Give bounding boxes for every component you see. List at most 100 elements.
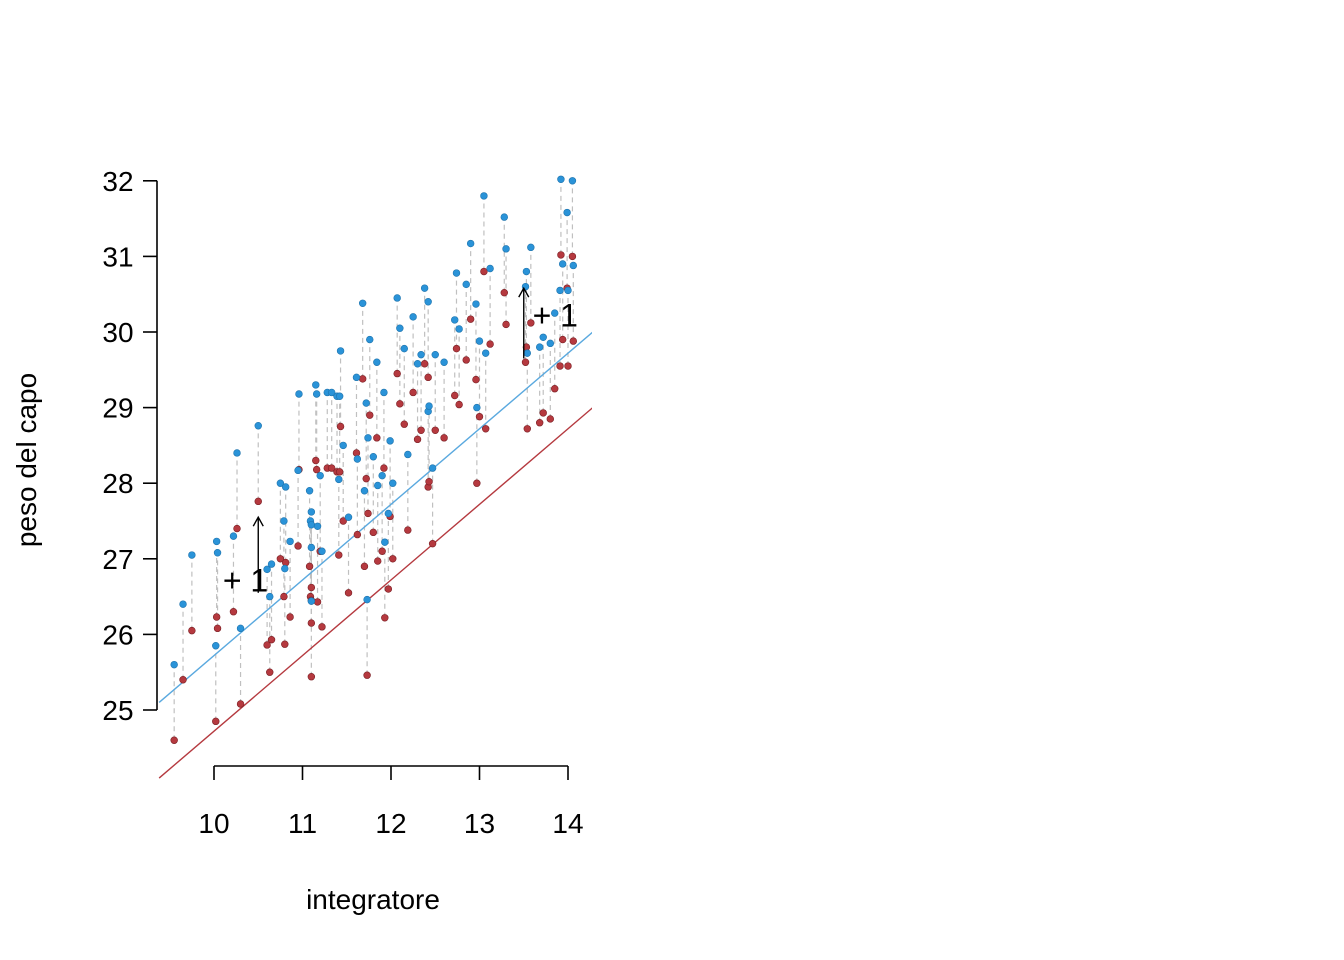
control-point — [480, 267, 488, 276]
treated-point — [335, 475, 343, 484]
treated-point — [381, 538, 389, 546]
treated-point — [353, 455, 362, 463]
x-tick-label: 10 — [198, 808, 229, 839]
effect-label: + 1 — [223, 563, 268, 599]
treated-point — [527, 243, 535, 252]
treated-point — [280, 517, 288, 525]
control-point — [535, 419, 544, 427]
y-tick-label: 30 — [102, 317, 133, 348]
treated-point — [170, 660, 178, 669]
control-point — [500, 288, 508, 297]
control-point — [556, 362, 564, 370]
treated-points — [170, 175, 578, 669]
control-point — [307, 673, 316, 681]
control-point — [420, 360, 429, 368]
treated-point — [425, 402, 433, 410]
treated-point — [360, 487, 369, 495]
y-tick-label: 25 — [102, 695, 133, 726]
treated-point — [212, 537, 221, 546]
treated-point — [307, 597, 316, 605]
treated-point — [455, 325, 463, 333]
control-point — [267, 635, 276, 644]
treated-point — [535, 343, 544, 351]
regression-lines — [158, 331, 592, 779]
treated-point — [380, 388, 388, 397]
treated-point — [428, 464, 437, 472]
control-point — [179, 676, 187, 684]
treated-point — [312, 381, 320, 389]
treated-point — [276, 479, 285, 487]
control-point — [276, 555, 285, 563]
treated-point — [363, 595, 371, 604]
treated-point — [307, 508, 316, 516]
x-tick-label: 14 — [552, 808, 583, 839]
treated-point — [420, 284, 429, 292]
control-point — [558, 335, 567, 344]
treated-point — [313, 522, 322, 530]
treated-point — [316, 471, 324, 480]
control-point — [281, 558, 290, 567]
control-point — [305, 562, 314, 571]
treated-point — [569, 261, 578, 270]
treated-point — [500, 213, 508, 221]
control-point — [263, 641, 271, 649]
treated-point — [281, 483, 290, 491]
treated-point — [502, 245, 510, 253]
treated-point — [568, 177, 577, 185]
control-point — [358, 375, 367, 383]
control-point — [360, 562, 369, 571]
control-point — [381, 614, 389, 622]
control-point — [413, 435, 422, 444]
control-point — [212, 717, 220, 726]
effect-annotations: + 1 + 1 — [223, 286, 578, 599]
control-point — [328, 464, 336, 472]
treated-point — [233, 449, 241, 457]
treated-point — [480, 192, 488, 200]
treated-point — [539, 333, 547, 341]
treated-point — [404, 450, 412, 459]
treated-point — [364, 434, 372, 442]
control-point — [335, 551, 343, 559]
control-point — [353, 530, 362, 539]
treated-point — [546, 339, 554, 348]
treated-point — [281, 564, 289, 573]
treated-point — [307, 521, 316, 529]
treated-point — [431, 350, 439, 359]
treated-point — [267, 560, 276, 568]
treated-point — [417, 350, 425, 359]
treated-point — [254, 422, 262, 430]
control-point — [307, 619, 316, 627]
control-point — [336, 422, 345, 431]
treated-point — [294, 466, 302, 475]
treated-point — [295, 390, 303, 398]
y-tick-label: 32 — [102, 166, 133, 197]
control-point — [486, 340, 494, 348]
control-point — [335, 468, 344, 476]
control-point — [307, 583, 316, 592]
control-point — [569, 337, 578, 345]
treated-point — [358, 299, 367, 307]
x-tick-label: 13 — [464, 808, 495, 839]
control-point — [236, 700, 245, 708]
x-axis: 10 11 12 13 14 — [198, 765, 584, 839]
treated-point — [312, 390, 321, 398]
treated-point — [352, 373, 361, 382]
control-point — [523, 425, 531, 433]
y-axis: 25 26 27 28 29 30 31 32 — [102, 166, 158, 726]
treated-point — [335, 392, 344, 400]
treated-point — [369, 453, 377, 461]
treated-point — [424, 298, 432, 306]
treated-point — [229, 532, 238, 540]
treated-point — [563, 208, 571, 217]
y-tick-label: 31 — [102, 241, 133, 272]
control-point — [551, 385, 559, 393]
effect-label: + 1 — [533, 297, 578, 333]
treated-point — [384, 509, 393, 518]
control-point — [425, 477, 433, 486]
treated-point — [556, 286, 564, 295]
plot-area — [158, 175, 592, 779]
treated-point — [212, 642, 220, 650]
control-point — [363, 671, 371, 679]
treated-point — [188, 551, 196, 559]
x-axis-title: integratore — [306, 884, 440, 915]
